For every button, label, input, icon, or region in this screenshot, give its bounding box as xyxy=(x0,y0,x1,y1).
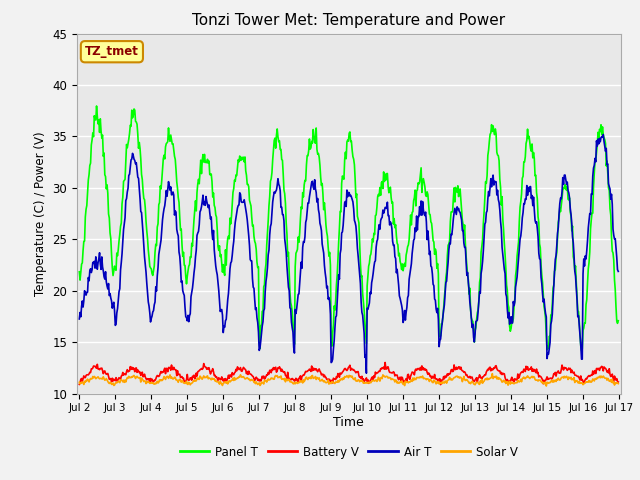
Air T xyxy=(76,316,83,322)
Panel T xyxy=(76,269,83,275)
Air T xyxy=(362,371,370,376)
Panel T xyxy=(225,233,232,239)
Air T xyxy=(224,297,232,302)
Battery V xyxy=(381,360,389,365)
Battery V xyxy=(76,382,83,387)
Battery V xyxy=(614,379,622,385)
Battery V xyxy=(141,372,148,377)
Solar V xyxy=(543,383,550,389)
Battery V xyxy=(436,382,444,387)
Title: Tonzi Tower Met: Temperature and Power: Tonzi Tower Met: Temperature and Power xyxy=(192,13,506,28)
Solar V xyxy=(488,371,496,376)
Air T xyxy=(195,222,203,228)
Battery V xyxy=(85,371,93,377)
Air T xyxy=(85,278,93,284)
Text: TZ_tmet: TZ_tmet xyxy=(85,45,139,58)
Solar V xyxy=(614,381,622,386)
Solar V xyxy=(76,379,83,385)
Air T xyxy=(415,214,422,219)
Panel T xyxy=(85,172,93,178)
Panel T xyxy=(93,103,100,109)
Air T xyxy=(431,296,438,302)
Battery V xyxy=(415,366,422,372)
Battery V xyxy=(431,372,438,377)
Air T xyxy=(141,254,148,260)
Solar V xyxy=(141,378,148,384)
Battery V xyxy=(224,375,232,381)
Battery V xyxy=(195,368,203,373)
Solar V xyxy=(224,381,232,387)
Panel T xyxy=(578,348,586,353)
Panel T xyxy=(431,252,438,257)
Line: Battery V: Battery V xyxy=(79,362,618,384)
Legend: Panel T, Battery V, Air T, Solar V: Panel T, Battery V, Air T, Solar V xyxy=(175,441,522,463)
Line: Panel T: Panel T xyxy=(79,106,618,350)
Panel T xyxy=(141,205,149,211)
X-axis label: Time: Time xyxy=(333,416,364,429)
Line: Solar V: Solar V xyxy=(79,373,618,386)
Solar V xyxy=(430,377,438,383)
Panel T xyxy=(415,181,422,187)
Solar V xyxy=(414,375,422,381)
Air T xyxy=(614,268,622,274)
Air T xyxy=(600,132,607,137)
Panel T xyxy=(614,318,622,324)
Y-axis label: Temperature (C) / Power (V): Temperature (C) / Power (V) xyxy=(34,132,47,296)
Solar V xyxy=(85,379,93,385)
Solar V xyxy=(195,376,203,382)
Panel T xyxy=(196,169,204,175)
Line: Air T: Air T xyxy=(79,134,618,373)
